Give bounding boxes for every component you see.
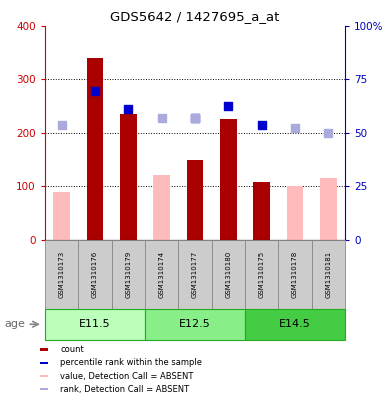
Bar	[40, 362, 48, 364]
Bar	[145, 309, 245, 340]
Bar	[212, 240, 245, 309]
Text: GSM1310175: GSM1310175	[259, 251, 265, 298]
Text: percentile rank within the sample: percentile rank within the sample	[60, 358, 202, 367]
Point	[158, 114, 165, 121]
Point	[125, 105, 131, 112]
Text: E12.5: E12.5	[179, 319, 211, 329]
Point	[192, 114, 198, 121]
Bar	[40, 348, 48, 351]
Text: GSM1310176: GSM1310176	[92, 250, 98, 298]
Bar	[153, 175, 170, 240]
Bar	[278, 240, 312, 309]
Text: GSM1310180: GSM1310180	[225, 250, 231, 298]
Point	[225, 103, 232, 109]
Bar	[45, 309, 145, 340]
Bar	[220, 119, 237, 240]
Bar	[120, 114, 136, 240]
Point	[292, 125, 298, 132]
Point	[325, 129, 332, 136]
Text: GSM1310177: GSM1310177	[192, 250, 198, 298]
Text: age: age	[4, 319, 25, 329]
Bar	[178, 240, 212, 309]
Bar	[40, 375, 48, 377]
Bar	[40, 388, 48, 391]
Bar	[245, 240, 278, 309]
Text: GDS5642 / 1427695_a_at: GDS5642 / 1427695_a_at	[110, 10, 280, 23]
Bar	[112, 240, 145, 309]
Text: E14.5: E14.5	[279, 319, 311, 329]
Point	[92, 88, 98, 94]
Text: GSM1310179: GSM1310179	[125, 250, 131, 298]
Bar	[45, 240, 78, 309]
Bar	[87, 58, 103, 240]
Point	[259, 121, 265, 128]
Bar	[53, 191, 70, 240]
Text: GSM1310178: GSM1310178	[292, 250, 298, 298]
Text: GSM1310173: GSM1310173	[58, 250, 64, 298]
Bar	[187, 160, 203, 240]
Text: rank, Detection Call = ABSENT: rank, Detection Call = ABSENT	[60, 385, 189, 393]
Bar	[78, 240, 112, 309]
Bar	[320, 178, 337, 240]
Bar	[145, 240, 178, 309]
Point	[192, 114, 198, 121]
Text: GSM1310181: GSM1310181	[326, 250, 332, 298]
Point	[58, 121, 65, 128]
Bar	[254, 182, 270, 240]
Text: count: count	[60, 345, 84, 354]
Bar	[245, 309, 345, 340]
Bar	[287, 186, 303, 240]
Text: E11.5: E11.5	[79, 319, 111, 329]
Text: value, Detection Call = ABSENT: value, Detection Call = ABSENT	[60, 371, 193, 380]
Bar	[312, 240, 345, 309]
Text: GSM1310174: GSM1310174	[159, 251, 165, 298]
